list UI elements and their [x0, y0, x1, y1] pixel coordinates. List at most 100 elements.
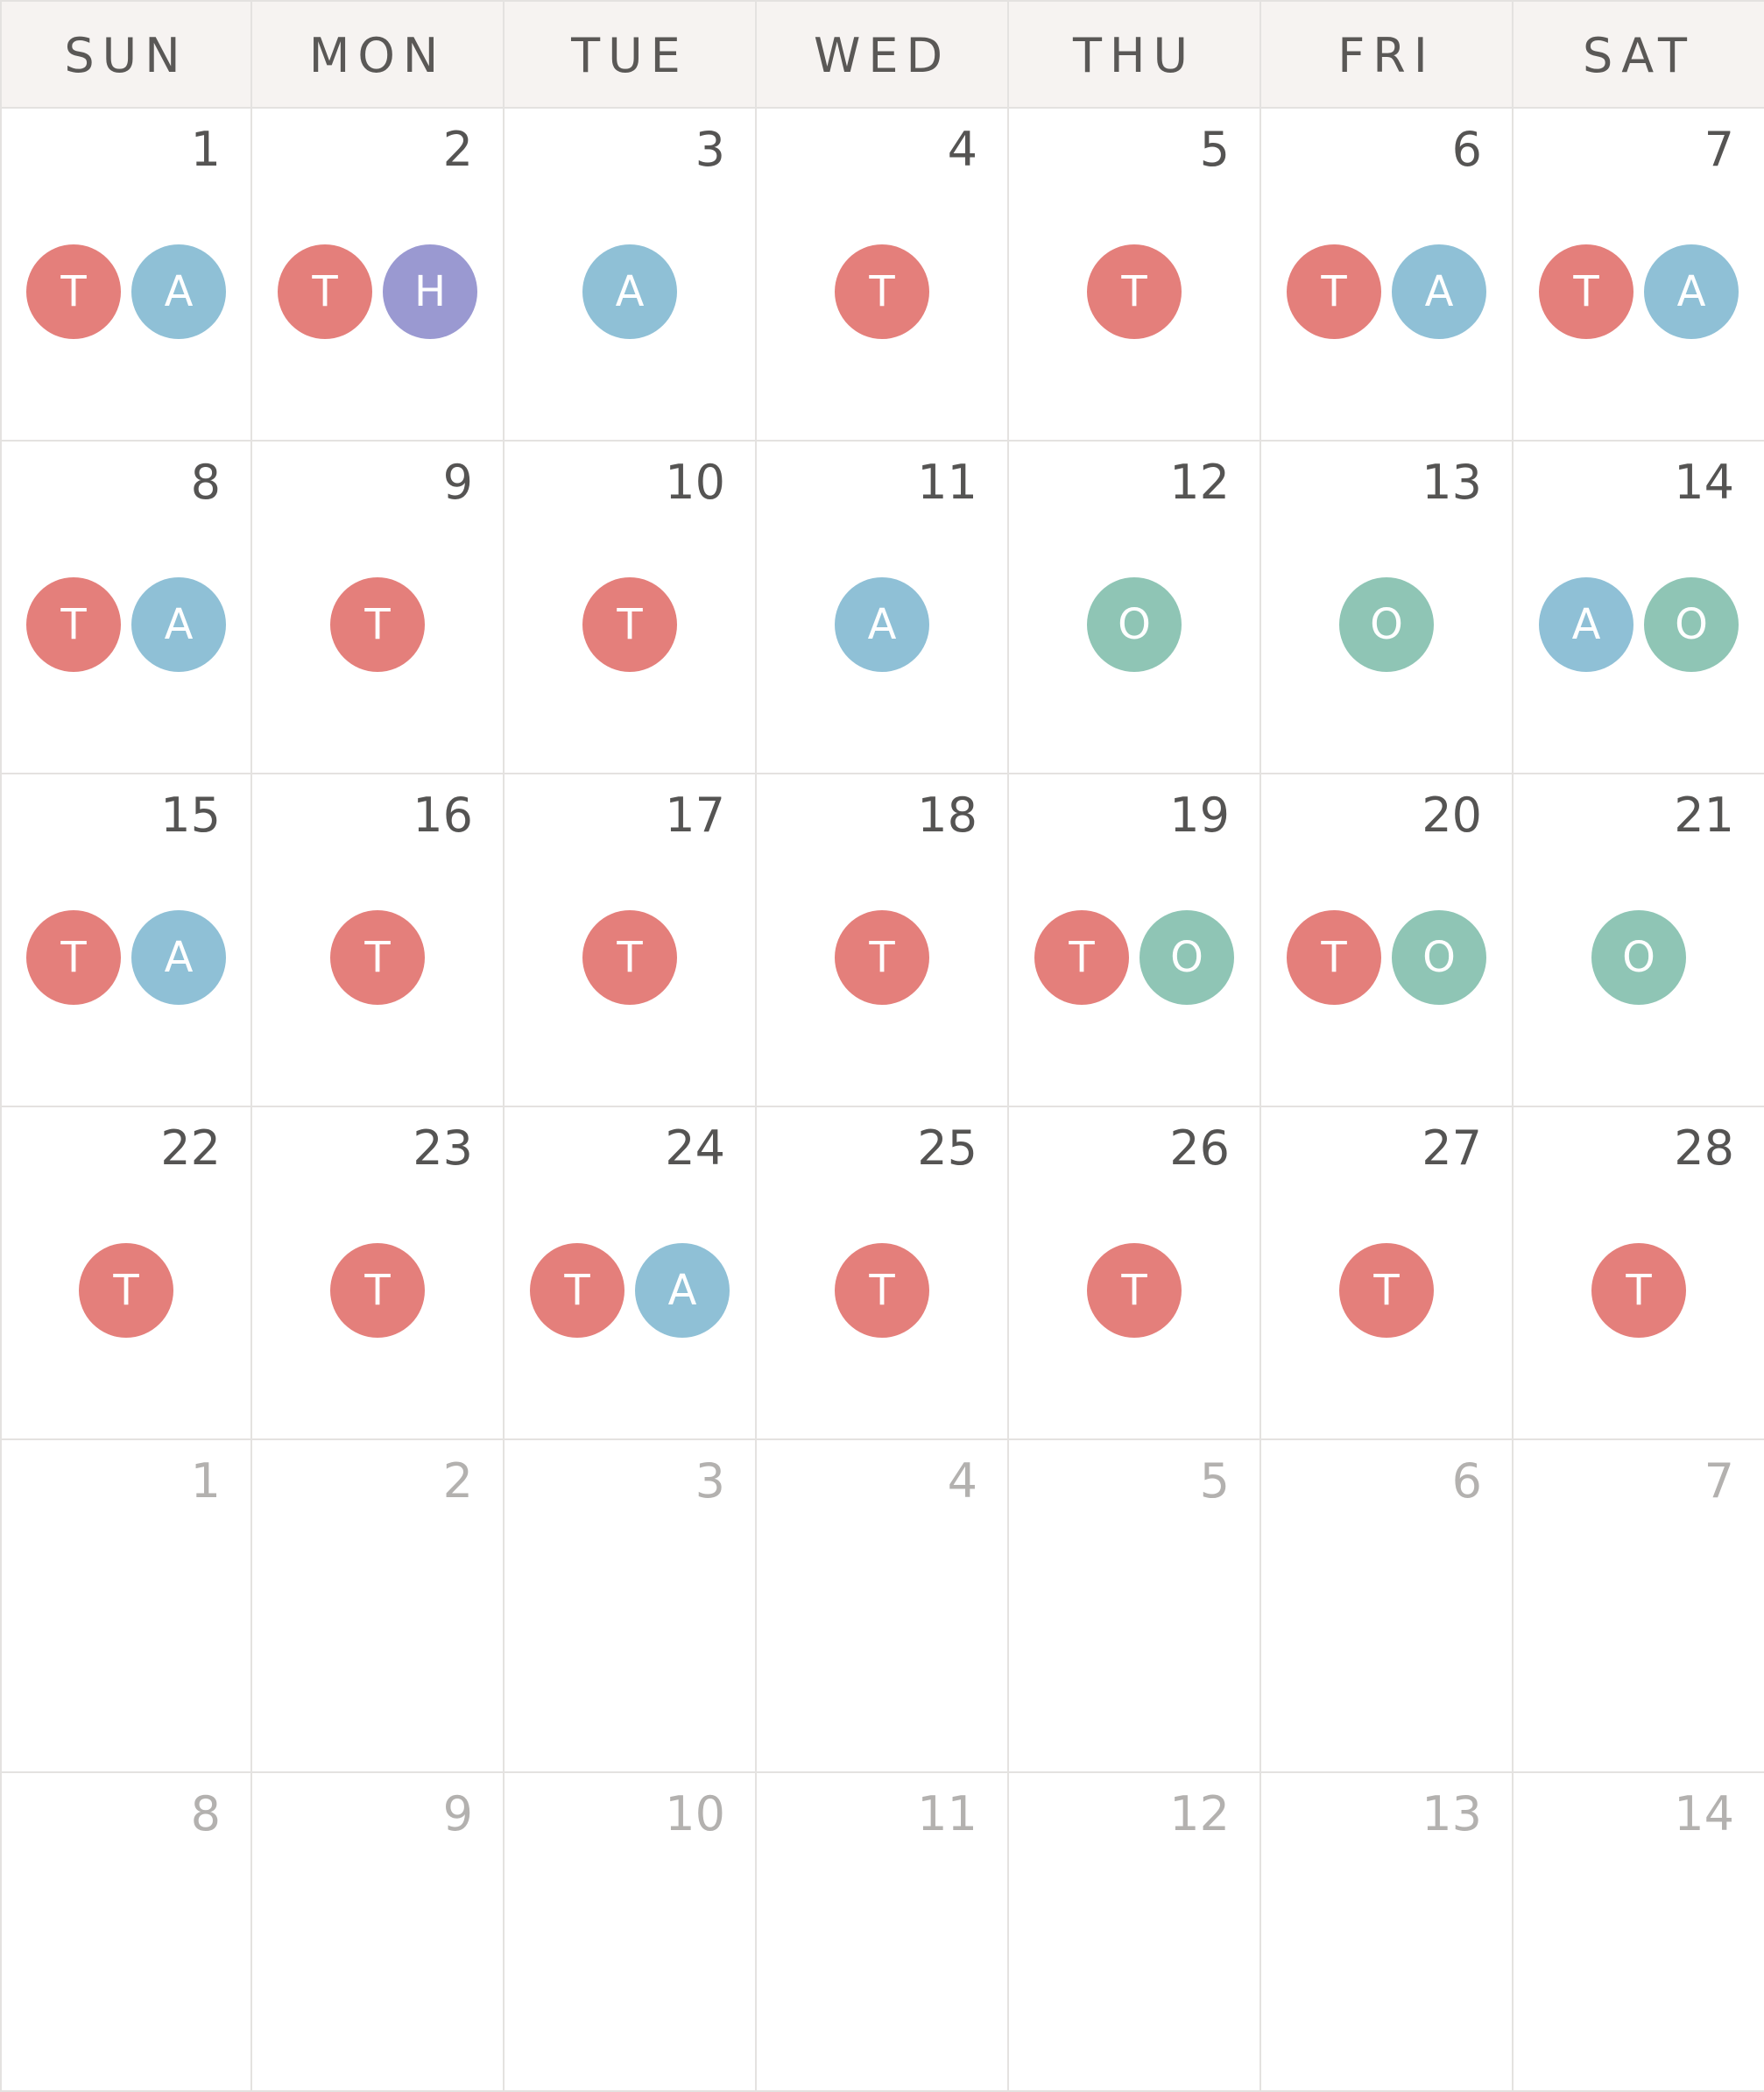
- day-cell[interactable]: 3: [505, 1440, 757, 1773]
- day-cell[interactable]: 19 T O: [1009, 774, 1261, 1107]
- event-badge[interactable]: T: [1287, 244, 1381, 339]
- day-cell[interactable]: 11 A: [757, 442, 1009, 774]
- day-cell[interactable]: 11: [757, 1773, 1009, 2092]
- event-badge[interactable]: T: [1339, 1243, 1434, 1338]
- event-badge[interactable]: T: [1539, 244, 1633, 339]
- event-badge[interactable]: T: [835, 244, 929, 339]
- event-badge[interactable]: T: [1591, 1243, 1686, 1338]
- event-badge[interactable]: T: [530, 1243, 624, 1338]
- event-badge[interactable]: T: [330, 1243, 425, 1338]
- event-badge[interactable]: T: [79, 1243, 173, 1338]
- day-number: 1: [191, 1458, 221, 1505]
- day-cell[interactable]: 6: [1261, 1440, 1514, 1773]
- event-badge[interactable]: T: [582, 577, 677, 672]
- event-badge[interactable]: T: [330, 577, 425, 672]
- event-badge[interactable]: O: [1140, 910, 1234, 1005]
- day-cell[interactable]: 13 O: [1261, 442, 1514, 774]
- day-number: 6: [1452, 126, 1482, 173]
- day-cell[interactable]: 1: [2, 1440, 252, 1773]
- day-number: 2: [443, 126, 473, 173]
- day-number: 22: [160, 1125, 221, 1172]
- day-cell[interactable]: 5: [1009, 1440, 1261, 1773]
- event-badge[interactable]: A: [1644, 244, 1739, 339]
- event-badge[interactable]: T: [26, 910, 121, 1005]
- day-cell[interactable]: 26 T: [1009, 1107, 1261, 1440]
- event-badge[interactable]: T: [278, 244, 372, 339]
- weekday-mon: MON: [252, 2, 505, 107]
- day-cell[interactable]: 16 T: [252, 774, 505, 1107]
- day-cell[interactable]: 9: [252, 1773, 505, 2092]
- day-cell[interactable]: 14 A O: [1514, 442, 1764, 774]
- event-badge[interactable]: H: [383, 244, 477, 339]
- event-badge[interactable]: A: [635, 1243, 730, 1338]
- event-badge[interactable]: T: [330, 910, 425, 1005]
- day-cell[interactable]: 14: [1514, 1773, 1764, 2092]
- day-number: 16: [413, 792, 473, 839]
- day-cell[interactable]: 8: [2, 1773, 252, 2092]
- day-cell[interactable]: 18 T: [757, 774, 1009, 1107]
- event-badge[interactable]: A: [131, 244, 226, 339]
- day-number: 5: [1200, 1458, 1230, 1505]
- day-cell[interactable]: 28 T: [1514, 1107, 1764, 1440]
- day-cell[interactable]: 20 T O: [1261, 774, 1514, 1107]
- event-badge[interactable]: T: [1087, 244, 1182, 339]
- event-badge[interactable]: A: [582, 244, 677, 339]
- day-number: 3: [695, 1458, 725, 1505]
- event-badge[interactable]: T: [1287, 910, 1381, 1005]
- day-cell[interactable]: 10 T: [505, 442, 757, 774]
- day-cell[interactable]: 17 T: [505, 774, 757, 1107]
- event-badge[interactable]: T: [835, 1243, 929, 1338]
- event-badge[interactable]: A: [131, 910, 226, 1005]
- day-number: 6: [1452, 1458, 1482, 1505]
- event-badge[interactable]: A: [131, 577, 226, 672]
- event-badge[interactable]: A: [1539, 577, 1633, 672]
- event-badges: T: [1009, 244, 1259, 339]
- day-cell[interactable]: 22 T: [2, 1107, 252, 1440]
- event-badge[interactable]: T: [26, 577, 121, 672]
- day-cell[interactable]: 21 O: [1514, 774, 1764, 1107]
- day-cell[interactable]: 25 T: [757, 1107, 1009, 1440]
- day-cell[interactable]: 7: [1514, 1440, 1764, 1773]
- day-cell[interactable]: 4: [757, 1440, 1009, 1773]
- event-badge[interactable]: A: [835, 577, 929, 672]
- day-number: 14: [1674, 1791, 1734, 1838]
- event-badge[interactable]: T: [582, 910, 677, 1005]
- calendar-grid: 1 T A 2 T H 3 A 4 T 5 T 6 T A 7 T A 8 T A 9 T 10 T 11 A 12 O 13 O 14 A O 1…: [2, 109, 1764, 2092]
- event-badge[interactable]: O: [1392, 910, 1486, 1005]
- event-badges: O: [1261, 577, 1512, 672]
- day-cell[interactable]: 23 T: [252, 1107, 505, 1440]
- weekday-wed: WED: [757, 2, 1009, 107]
- event-badge[interactable]: T: [835, 910, 929, 1005]
- event-badge[interactable]: T: [26, 244, 121, 339]
- event-badge[interactable]: O: [1644, 577, 1739, 672]
- day-number: 12: [1169, 459, 1230, 506]
- day-cell[interactable]: 15 T A: [2, 774, 252, 1107]
- day-cell[interactable]: 2: [252, 1440, 505, 1773]
- day-cell[interactable]: 24 T A: [505, 1107, 757, 1440]
- event-badge[interactable]: O: [1339, 577, 1434, 672]
- day-cell[interactable]: 12 O: [1009, 442, 1261, 774]
- event-badge[interactable]: O: [1591, 910, 1686, 1005]
- day-cell[interactable]: 13: [1261, 1773, 1514, 2092]
- day-number: 9: [443, 1791, 473, 1838]
- day-cell[interactable]: 12: [1009, 1773, 1261, 2092]
- event-badge[interactable]: A: [1392, 244, 1486, 339]
- event-badges: T: [757, 910, 1007, 1005]
- event-badge[interactable]: T: [1087, 1243, 1182, 1338]
- event-badge[interactable]: T: [1034, 910, 1129, 1005]
- day-cell[interactable]: 10: [505, 1773, 757, 2092]
- event-badge[interactable]: O: [1087, 577, 1182, 672]
- day-cell[interactable]: 27 T: [1261, 1107, 1514, 1440]
